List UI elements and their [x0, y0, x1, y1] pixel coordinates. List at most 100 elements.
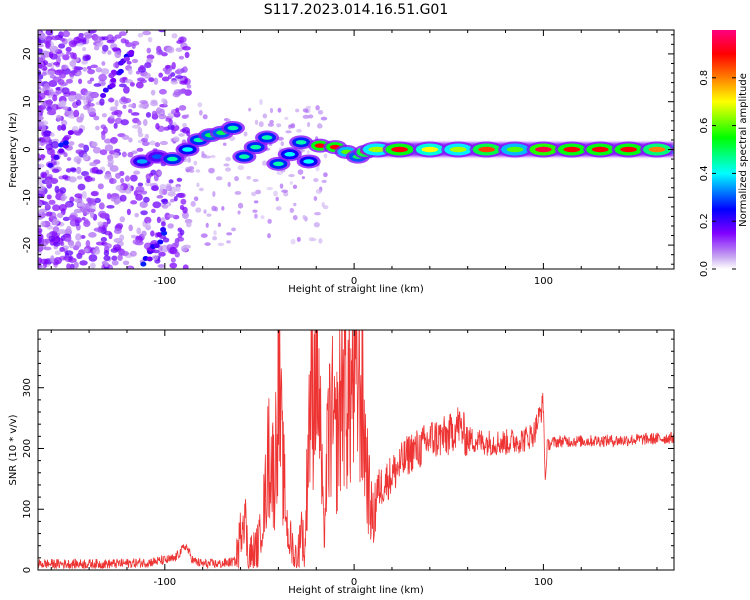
noise-blob	[98, 202, 105, 210]
noise-blob	[288, 124, 294, 128]
noise-blob	[288, 174, 295, 178]
noise-blob	[315, 105, 320, 111]
noise-blob	[313, 221, 320, 228]
noise-blob	[62, 136, 70, 141]
noise-blob	[65, 46, 72, 53]
noise-blob	[45, 212, 51, 217]
noise-blob	[158, 251, 166, 257]
noise-blob	[119, 234, 125, 242]
noise-blob	[320, 116, 328, 121]
ridge-peak	[478, 146, 496, 153]
noise-blob	[171, 33, 178, 39]
noise-blob	[102, 126, 108, 134]
noise-blob	[135, 185, 145, 193]
noise-blob	[76, 175, 83, 180]
noise-blob	[104, 138, 113, 144]
noise-blob	[73, 156, 82, 163]
spectrogram-x-label: Height of straight line (km)	[288, 284, 424, 295]
noise-blob	[186, 84, 192, 89]
ridge-peak	[534, 146, 552, 153]
noise-blob	[150, 89, 156, 96]
noise-blob	[137, 127, 143, 135]
noise-blob	[301, 176, 305, 180]
noise-blob	[173, 136, 180, 142]
noise-blob	[154, 142, 161, 148]
noise-blob	[115, 223, 124, 229]
noise-blob	[80, 95, 86, 101]
noise-blob	[41, 71, 47, 76]
page-title: S117.2023.014.16.51.G01	[264, 2, 449, 18]
noise-blob	[144, 133, 150, 140]
snr-panel: -100 0 100 0 100 200 300 Height of straight l…	[8, 329, 675, 596]
noise-blob	[292, 214, 298, 221]
noise-blob	[234, 176, 239, 182]
noise-blob	[182, 123, 187, 128]
noise-blob	[162, 237, 170, 243]
spectrogram-ridge	[130, 120, 674, 171]
noise-blob	[307, 114, 314, 119]
noise-blob	[210, 154, 216, 159]
noise-blob	[167, 223, 174, 229]
tick-label: 100	[22, 500, 33, 519]
noise-blob	[67, 257, 77, 263]
noise-blob	[103, 173, 113, 180]
noise-blob	[123, 86, 130, 94]
noise-blob	[144, 216, 152, 224]
noise-blob	[323, 172, 328, 178]
noise-blob	[128, 137, 133, 143]
noise-blob	[53, 256, 62, 265]
noise-blob	[40, 220, 46, 227]
noise-blob	[255, 189, 262, 195]
noise-blob	[86, 208, 96, 213]
noise-blob	[115, 172, 121, 179]
noise-blob	[124, 175, 131, 182]
noise-blob	[53, 241, 61, 247]
noise-blob	[62, 30, 71, 38]
noise-blob	[313, 196, 318, 201]
noise-blob	[251, 191, 257, 197]
noise-blob	[296, 236, 301, 242]
noise-blob	[38, 48, 43, 55]
snr-series-line	[38, 330, 674, 570]
noise-blob	[83, 218, 89, 225]
noise-blob	[112, 244, 122, 251]
noise-blob	[159, 188, 164, 196]
noise-blob	[142, 118, 148, 127]
ridge-peak	[506, 146, 524, 153]
noise-blob	[104, 243, 112, 249]
noise-blob	[160, 221, 166, 227]
noise-blob	[81, 47, 87, 52]
noise-blob	[62, 106, 70, 111]
noise-blob	[75, 99, 82, 106]
tick-label: 0	[22, 567, 33, 573]
noise-blob	[181, 46, 191, 51]
noise-blob	[101, 113, 107, 118]
noise-blob	[109, 82, 116, 88]
tick-label: 0.8	[699, 70, 710, 86]
noise-blob	[79, 260, 88, 266]
noise-blob	[95, 169, 104, 175]
noise-blob	[40, 258, 49, 265]
noise-blob	[40, 238, 49, 247]
noise-blob	[137, 132, 144, 138]
noise-blob	[275, 206, 282, 211]
noise-blob	[203, 209, 207, 214]
noise-blob	[68, 242, 75, 249]
noise-blob	[161, 198, 169, 205]
noise-blob	[179, 204, 185, 211]
noise-blob	[76, 42, 84, 47]
noise-blob	[59, 187, 67, 194]
noise-blob	[184, 51, 190, 59]
noise-blob	[248, 107, 252, 112]
noise-blob	[259, 99, 263, 105]
noise-blob	[185, 114, 190, 118]
tick-label: 0	[351, 577, 357, 588]
noise-blob	[128, 49, 135, 55]
noise-blob	[136, 227, 142, 235]
tick-label: 0	[22, 146, 33, 152]
noise-blob	[47, 162, 54, 168]
noise-blob	[53, 61, 61, 66]
noise-blob	[52, 218, 60, 226]
noise-blob	[176, 185, 181, 192]
noise-blob	[156, 232, 163, 238]
